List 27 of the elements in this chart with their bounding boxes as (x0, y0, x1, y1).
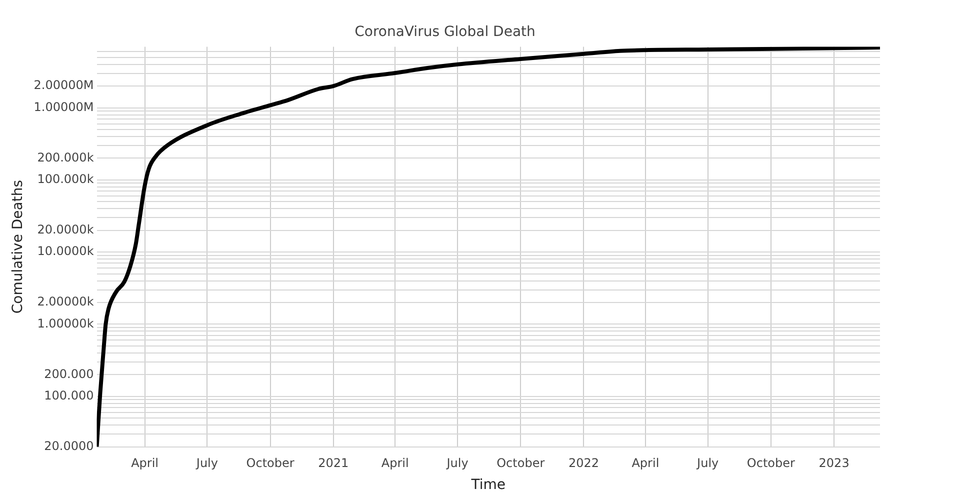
y-tick-label: 100.000k (37, 172, 94, 186)
y-tick-label: 1.00000k (37, 316, 94, 330)
y-tick-label: 10.0000k (37, 244, 94, 258)
chart-title: CoronaVirus Global Death (354, 24, 536, 40)
y-tick-label: 100.000 (44, 388, 94, 402)
x-tick-label: July (195, 456, 218, 470)
x-tick-label: July (696, 456, 719, 470)
y-tick-label: 2.00000k (37, 294, 94, 309)
y-tick-label: 2.00000M (34, 78, 94, 92)
y-tick-label: 200.000k (37, 150, 94, 164)
x-tick-label: April (131, 456, 159, 470)
x-tick-label: October (746, 456, 796, 470)
line-series (96, 46, 880, 447)
x-tick-label: April (632, 456, 660, 470)
x-tick-label: October (496, 456, 545, 470)
x-tick-label: 2022 (568, 456, 599, 470)
x-tick-label: 2023 (818, 456, 850, 470)
y-tick-label: 1.00000M (34, 100, 94, 114)
y-tick-label: 200.000 (44, 366, 94, 381)
x-tick-label: 2021 (318, 456, 349, 470)
y-tick-label: 20.0000 (44, 438, 94, 453)
y-tick-label: 20.0000k (37, 222, 94, 236)
y-axis-title: Comulative Deaths (10, 180, 26, 314)
x-tick-label: July (446, 456, 468, 470)
x-tick-label: April (381, 456, 409, 470)
x-axis-title: Time (470, 477, 506, 494)
x-tick-label: October (246, 456, 294, 470)
